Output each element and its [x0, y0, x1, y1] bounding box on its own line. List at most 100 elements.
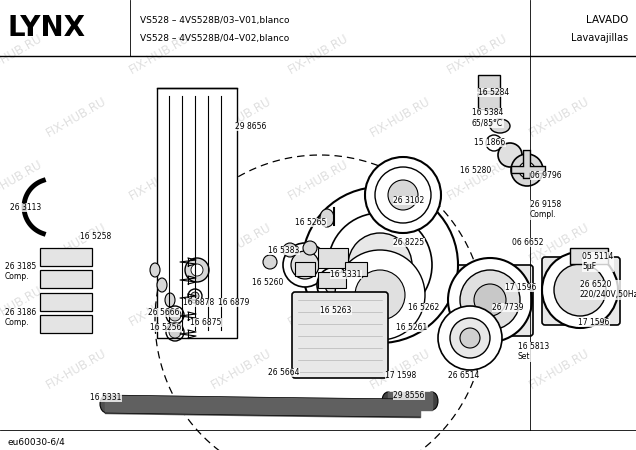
Text: 26 6520
220/240V,50Hz: 26 6520 220/240V,50Hz	[580, 280, 636, 299]
Text: FIX-HUB.RU: FIX-HUB.RU	[209, 94, 274, 140]
Text: FIX-HUB.RU: FIX-HUB.RU	[0, 158, 45, 202]
Bar	[345, 262, 367, 276]
Bar	[295, 262, 315, 276]
Text: 16 5813
Set: 16 5813 Set	[518, 342, 550, 361]
Text: 16 5284: 16 5284	[478, 88, 509, 97]
Text: FIX-HUB.RU: FIX-HUB.RU	[286, 158, 350, 202]
Circle shape	[519, 162, 535, 178]
Bar	[570, 248, 608, 264]
Circle shape	[388, 180, 418, 210]
FancyBboxPatch shape	[292, 292, 388, 378]
Ellipse shape	[426, 392, 438, 410]
Circle shape	[474, 284, 506, 316]
Text: 16 5256: 16 5256	[150, 323, 181, 332]
Text: FIX-HUB.RU: FIX-HUB.RU	[368, 220, 433, 266]
Text: 16 5263: 16 5263	[320, 306, 351, 315]
Circle shape	[328, 213, 432, 317]
Text: 06 9796: 06 9796	[530, 171, 562, 180]
Bar	[478, 75, 500, 91]
Text: 29 8556: 29 8556	[393, 391, 424, 400]
Text: 16 5262: 16 5262	[408, 303, 439, 312]
Bar	[40, 248, 92, 266]
Text: FIX-HUB.RU: FIX-HUB.RU	[44, 94, 109, 140]
Text: FIX-HUB.RU: FIX-HUB.RU	[209, 220, 274, 266]
Circle shape	[554, 264, 606, 316]
Text: 26 3185
Comp.: 26 3185 Comp.	[5, 262, 36, 281]
Circle shape	[542, 252, 618, 328]
Text: 17 1596: 17 1596	[578, 318, 609, 327]
Text: FIX-HUB.RU: FIX-HUB.RU	[44, 346, 109, 392]
Text: FIX-HUB.RU: FIX-HUB.RU	[368, 94, 433, 140]
Bar	[318, 248, 348, 268]
Bar	[40, 293, 92, 311]
Circle shape	[348, 233, 412, 297]
Circle shape	[450, 318, 490, 358]
Text: VS528 – 4VS528B/04–V02,blanco: VS528 – 4VS528B/04–V02,blanco	[140, 33, 289, 42]
Text: 17 1598: 17 1598	[385, 371, 416, 380]
Text: FIX-HUB.RU: FIX-HUB.RU	[527, 346, 592, 392]
Text: VS528 – 4VS528B/03–V01,blanco: VS528 – 4VS528B/03–V01,blanco	[140, 15, 289, 24]
Text: 29 8656: 29 8656	[235, 122, 266, 131]
Bar	[478, 93, 500, 109]
Text: FIX-HUB.RU: FIX-HUB.RU	[44, 220, 109, 266]
Text: 16 5260: 16 5260	[252, 278, 284, 287]
Ellipse shape	[100, 395, 114, 413]
Circle shape	[283, 243, 327, 287]
Circle shape	[283, 243, 297, 257]
Text: 16 5384
65/85°C: 16 5384 65/85°C	[472, 108, 503, 127]
FancyBboxPatch shape	[452, 265, 533, 336]
Circle shape	[511, 154, 543, 186]
Circle shape	[355, 270, 405, 320]
Circle shape	[460, 270, 520, 330]
Text: FIX-HUB.RU: FIX-HUB.RU	[445, 158, 509, 202]
Text: 16 5383: 16 5383	[268, 246, 300, 255]
Text: 15 1866: 15 1866	[474, 138, 505, 147]
Circle shape	[185, 258, 209, 282]
Text: FIX-HUB.RU: FIX-HUB.RU	[368, 346, 433, 392]
Circle shape	[375, 167, 431, 223]
Circle shape	[302, 187, 458, 343]
Text: 16 5261: 16 5261	[396, 323, 427, 332]
Text: 05 5114
5μF: 05 5114 5μF	[582, 252, 613, 271]
Text: 16 5331: 16 5331	[90, 393, 121, 402]
Ellipse shape	[414, 392, 426, 410]
Circle shape	[169, 309, 181, 321]
Text: FIX-HUB.RU: FIX-HUB.RU	[286, 284, 350, 328]
Text: FIX-HUB.RU: FIX-HUB.RU	[445, 32, 509, 76]
Text: 16 5331: 16 5331	[330, 270, 361, 279]
Circle shape	[448, 258, 532, 342]
Text: 26 6514: 26 6514	[448, 371, 480, 380]
Circle shape	[191, 292, 199, 300]
Text: FIX-HUB.RU: FIX-HUB.RU	[445, 284, 509, 328]
Text: 16 6875: 16 6875	[190, 318, 221, 327]
Circle shape	[438, 306, 502, 370]
Text: FIX-HUB.RU: FIX-HUB.RU	[127, 158, 191, 202]
Circle shape	[460, 328, 480, 348]
Circle shape	[325, 275, 345, 295]
Text: FIX-HUB.RU: FIX-HUB.RU	[127, 32, 191, 76]
Text: FIX-HUB.RU: FIX-HUB.RU	[209, 346, 274, 392]
Bar	[318, 272, 346, 288]
Text: 26 3102: 26 3102	[393, 196, 424, 205]
Ellipse shape	[150, 263, 160, 277]
Bar	[40, 270, 92, 288]
Circle shape	[169, 326, 181, 338]
Circle shape	[498, 143, 522, 167]
Circle shape	[335, 250, 425, 340]
Text: 26 7739: 26 7739	[492, 303, 523, 312]
Text: 26 5664: 26 5664	[268, 368, 300, 377]
Text: FIX-HUB.RU: FIX-HUB.RU	[286, 32, 350, 76]
Circle shape	[291, 251, 319, 279]
Text: 16 6878: 16 6878	[183, 298, 214, 307]
Circle shape	[263, 255, 277, 269]
Text: FIX-HUB.RU: FIX-HUB.RU	[0, 284, 45, 328]
Text: 16 5280: 16 5280	[460, 166, 491, 175]
Text: 26 9158
Compl.: 26 9158 Compl.	[530, 200, 561, 220]
Circle shape	[365, 157, 441, 233]
Bar	[157, 88, 237, 338]
Ellipse shape	[490, 119, 510, 133]
Text: LAVADO: LAVADO	[586, 15, 628, 25]
Text: 26 8225: 26 8225	[393, 238, 424, 247]
Ellipse shape	[157, 278, 167, 292]
Text: 26 3113: 26 3113	[10, 203, 41, 212]
